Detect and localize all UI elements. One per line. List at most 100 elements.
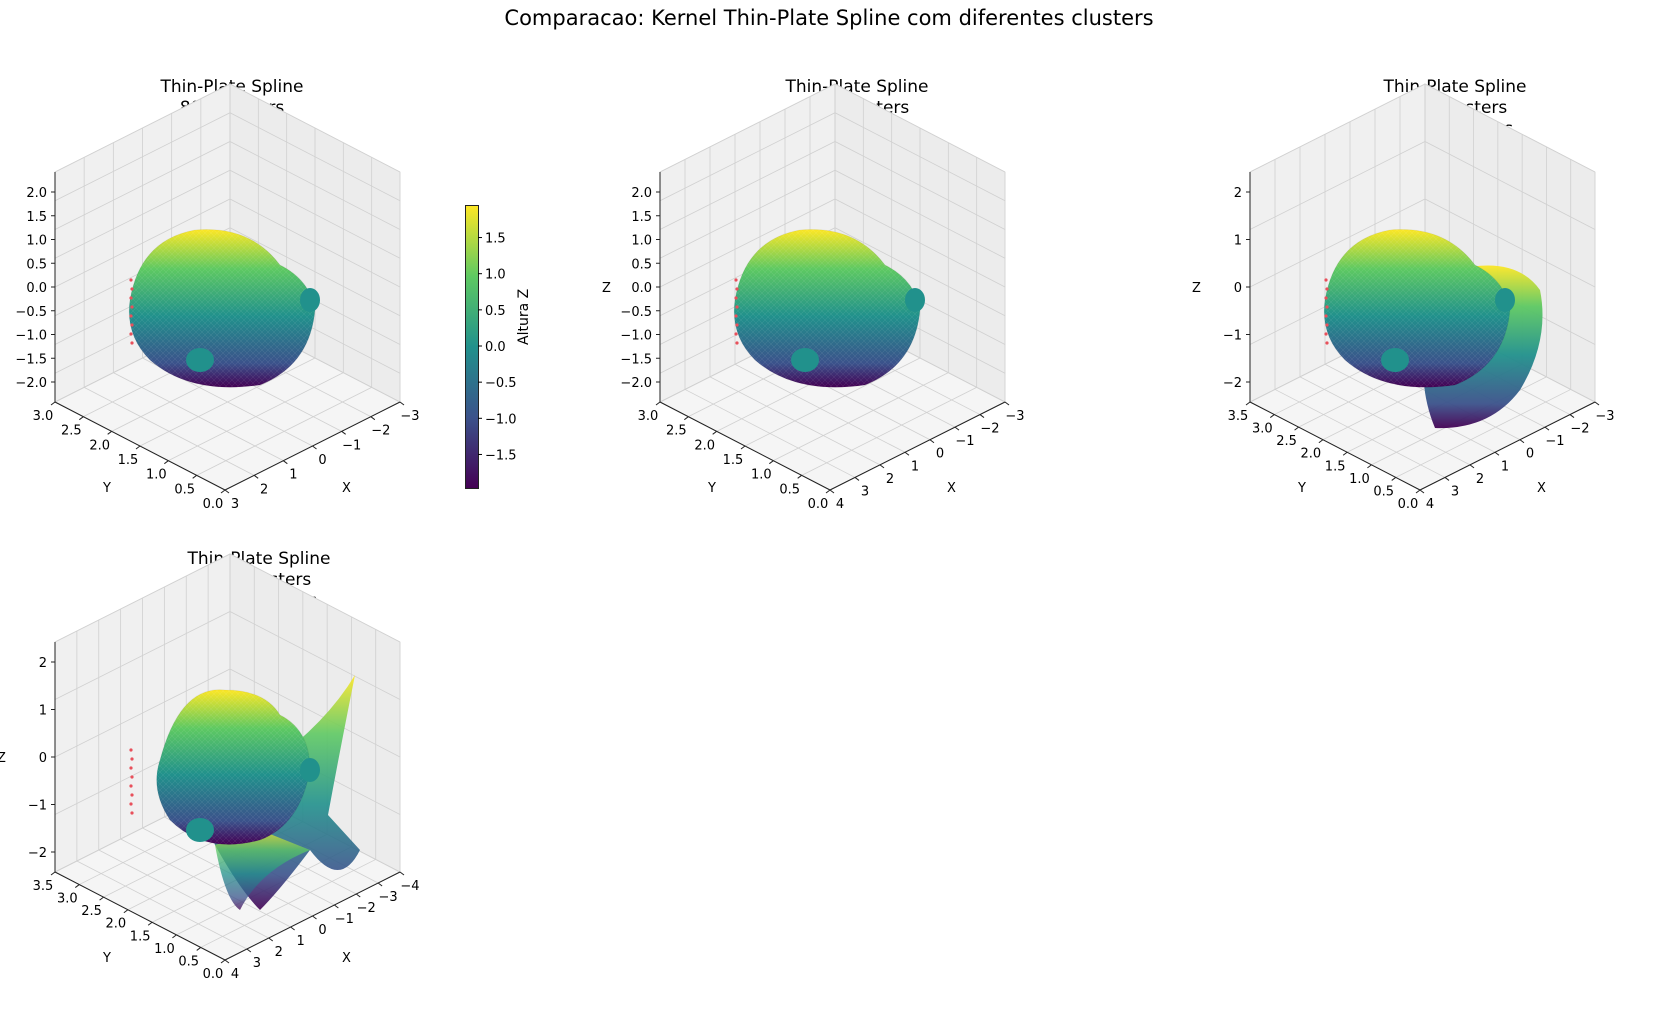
y-axis-label: Y: [1297, 481, 1306, 496]
x-tick-label: −3: [1005, 409, 1024, 424]
x-tick: [879, 464, 885, 469]
grid-line-y: [196, 386, 372, 476]
cluster-marker: [1324, 332, 1328, 336]
x-tick: [1569, 414, 1575, 418]
cluster-marker: [130, 287, 134, 291]
y-tick: [712, 430, 717, 435]
y-tick: [135, 445, 141, 450]
y-tick-label: 0.5: [174, 482, 195, 497]
z-axis-label: Z: [1192, 281, 1201, 296]
y-axis-label: Y: [102, 481, 111, 496]
z-tick-label: −1: [28, 799, 47, 814]
cluster-marker: [735, 287, 739, 291]
surface-lobe: [300, 758, 320, 782]
z-tick-label: 0.5: [631, 257, 652, 272]
x-tick-label: −1: [335, 912, 354, 927]
z-tick-label: 0.0: [26, 281, 47, 296]
z-tick-label: 1.5: [26, 210, 47, 225]
cluster-marker: [129, 766, 133, 770]
x-tick-label: 0: [1526, 447, 1534, 462]
y-tick: [825, 489, 831, 494]
z-axis-label: Z: [0, 751, 6, 766]
x-tick: [854, 477, 860, 481]
z-tick-label: −0.5: [620, 305, 652, 320]
y-tick-label: 2.0: [89, 438, 110, 453]
colorbar-tick-label: 1.0: [485, 268, 506, 283]
x-tick: [399, 401, 405, 406]
colorbar-ticks: 1.5 1.0 0.5 0.0 −0.5 −1.0 −1.5: [478, 232, 517, 463]
surface-mesh: [129, 229, 315, 388]
surface-lobe: [186, 348, 214, 372]
cluster-marker: [129, 296, 133, 300]
x-tick: [929, 439, 935, 444]
y-tick-label: 2.5: [61, 424, 82, 439]
grid-line-z: [659, 227, 1006, 317]
grid-line-z: [659, 141, 1006, 230]
surface-mesh: [734, 229, 920, 388]
cluster-marker: [1325, 305, 1329, 309]
x-tick-label: 4: [1426, 497, 1434, 512]
y-tick-label: 3.0: [638, 409, 659, 424]
colorbar-tick-label: −1.0: [485, 412, 517, 427]
z-tick-label: 2.0: [26, 186, 47, 201]
figure-title: Comparacao: Kernel Thin-Plate Spline com…: [504, 6, 1154, 30]
cluster-marker: [130, 793, 134, 797]
grid-line-z: [659, 83, 1006, 173]
y-tick: [1391, 477, 1397, 481]
z-tick-label: −2.0: [620, 376, 652, 391]
cluster-marker: [129, 332, 133, 336]
y-tick: [220, 489, 226, 494]
panel-4-title-line-1: Thin-Plate Spline: [187, 549, 331, 569]
x-tick-label: −4: [400, 879, 419, 894]
colorbar-tick-label: 0.0: [485, 340, 506, 355]
x-tick: [312, 915, 317, 920]
x-tick-label: 1: [296, 934, 304, 949]
cluster-marker: [130, 775, 134, 779]
cluster-marker: [734, 314, 738, 318]
grid-line-z: [54, 227, 401, 317]
x-tick: [283, 460, 288, 465]
x-axis-line: [829, 401, 1006, 491]
z-axis-label: Z: [602, 281, 611, 296]
y-tick: [1294, 426, 1299, 431]
y-tick: [1269, 414, 1275, 418]
y-tick-label: 2.0: [106, 917, 127, 932]
y-axis-label: Y: [102, 951, 111, 966]
grid-line-z: [54, 553, 401, 643]
panel-3-title-line-1: Thin-Plate Spline: [1383, 77, 1527, 97]
z-tick-label: −1.5: [15, 352, 47, 367]
y-tick-label: 3.5: [33, 879, 54, 894]
cluster-marker: [130, 757, 134, 761]
x-tick-label: −3: [1595, 409, 1614, 424]
y-tick: [79, 416, 84, 421]
z-tick-label: 1: [1234, 234, 1242, 249]
x-tick-label: 1: [1501, 459, 1509, 474]
y-tick: [50, 871, 56, 876]
y-axis-line: [54, 871, 226, 961]
z-tick-label: 0.5: [26, 257, 47, 272]
x-tick: [341, 430, 346, 435]
grid-line-y: [168, 372, 344, 462]
grid-line-y: [1395, 389, 1571, 478]
grid-line-z: [54, 611, 401, 700]
cluster-marker: [129, 278, 133, 282]
z-tick-label: 2: [39, 656, 47, 671]
z-tick-label: 0: [1234, 281, 1242, 296]
panel-1-axes: 3 2 1 0 −1 −2 −3 0.0 0.5 1.0 1.5 2.0 2.5 3.0 2.0 1.5 1.0…: [15, 83, 420, 512]
y-tick-label: 1.0: [146, 468, 167, 483]
grid-line-y: [773, 372, 949, 462]
y-tick: [1245, 401, 1251, 406]
panel-3-axes: 4 3 2 1 0 −1 −2 −3 0.0 0.51.01.52.0 2.53.03.5 2 1 0 −1…: [1192, 83, 1615, 512]
x-tick: [246, 948, 252, 953]
y-tick: [797, 474, 802, 479]
y-tick-label: 1.0: [1349, 472, 1370, 487]
x-tick-label: 0: [318, 923, 326, 938]
y-tick: [740, 445, 746, 450]
grid-line-x: [1324, 363, 1496, 453]
x-tick: [253, 474, 259, 479]
grid-line-y: [200, 859, 376, 948]
colorbar-tick-label: −1.5: [485, 448, 517, 463]
cluster-marker: [130, 323, 134, 327]
x-tick-label: −2: [980, 422, 999, 437]
colorbar-tick-label: −0.5: [485, 376, 517, 391]
